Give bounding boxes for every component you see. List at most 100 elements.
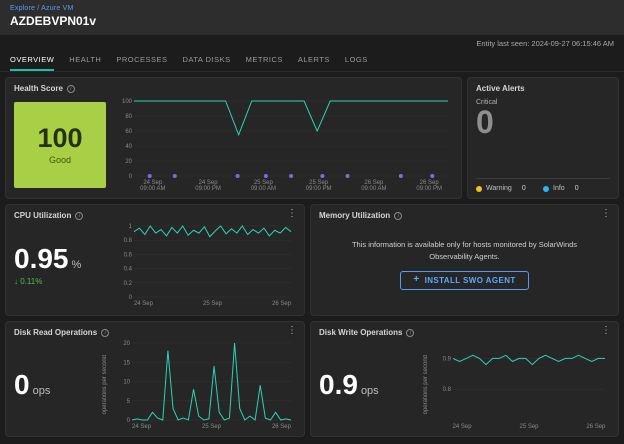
svg-text:40: 40 (125, 144, 132, 150)
svg-text:24 Sep: 24 Sep (453, 424, 473, 430)
svg-text:0.4: 0.4 (124, 267, 133, 273)
memory-utilization-card: Memory Utilization i ⋮ This information … (310, 204, 619, 316)
page-title: AZDEBVPN01v (10, 14, 97, 28)
svg-text:24 Sep: 24 Sep (199, 180, 219, 186)
cpu-utilization-chart: 0 0.2 0.4 0.6 0.8 1 24 Sep 25 Sep 26 Sep (116, 222, 296, 308)
info-icon[interactable]: i (75, 211, 84, 220)
svg-text:09:00 AM: 09:00 AM (251, 186, 276, 192)
disk-write-value: 0.9 (319, 368, 358, 400)
health-score-box: 100 Good (14, 102, 106, 188)
svg-text:26 Sep: 26 Sep (272, 424, 292, 430)
kebab-menu-icon[interactable]: ⋮ (287, 208, 297, 219)
warning-label: Warning (486, 185, 512, 192)
svg-text:100: 100 (122, 99, 133, 105)
svg-text:10: 10 (123, 380, 130, 386)
svg-text:24 Sep: 24 Sep (134, 301, 154, 307)
delta-arrow-icon: ↓ (14, 277, 18, 287)
disk-read-ylabel: operations per second (102, 355, 108, 415)
install-swo-agent-button[interactable]: + INSTALL SWO AGENT (400, 270, 529, 290)
disk-write-unit: ops (360, 384, 379, 397)
tab-metrics[interactable]: METRICS (245, 55, 283, 64)
title-bar: Explore / Azure VM AZDEBVPN01v (0, 0, 624, 35)
svg-text:20: 20 (125, 159, 132, 165)
tab-data-disks[interactable]: DATA DISKS (182, 55, 231, 64)
disk-write-operations-card: Disk Write Operations i ⋮ 0.9 ops operati… (310, 321, 619, 437)
cpu-unit: % (71, 258, 82, 271)
health-score-card: Health Score i 100 Good 0 20 40 60 80 100 24 S… (5, 77, 462, 199)
disk-read-title: Disk Read Operations (14, 328, 98, 337)
info-value: 0 (574, 185, 579, 192)
disk-write-title: Disk Write Operations (319, 328, 403, 337)
svg-text:1: 1 (129, 224, 133, 230)
health-score-status: Good (48, 155, 72, 165)
cpu-utilization-card: CPU Utilization i ⋮ 0.95% ↓ 0.11% 0 0.2 0.… (5, 204, 305, 316)
info-label: Info (553, 185, 565, 192)
cpu-delta: 0.11% (20, 277, 43, 287)
disk-write-ylabel: operations per second (423, 355, 429, 415)
info-icon[interactable]: i (394, 211, 403, 220)
kebab-menu-icon[interactable]: ⋮ (287, 325, 297, 336)
svg-text:60: 60 (125, 129, 132, 135)
svg-text:26 Sep: 26 Sep (364, 180, 384, 186)
warning-value: 0 (521, 185, 526, 192)
kebab-menu-icon[interactable]: ⋮ (601, 208, 611, 219)
memory-title: Memory Utilization (319, 211, 391, 220)
memory-agent-message: This information is available only for h… (351, 240, 578, 261)
disk-read-unit: ops (32, 384, 51, 397)
svg-text:0.2: 0.2 (124, 281, 133, 287)
tab-logs[interactable]: LOGS (344, 55, 368, 64)
tab-processes[interactable]: PROCESSES (116, 55, 168, 64)
svg-text:0.9: 0.9 (443, 356, 452, 362)
svg-text:25 Sep: 25 Sep (254, 180, 274, 186)
svg-text:25 Sep: 25 Sep (519, 424, 539, 430)
svg-text:0: 0 (129, 295, 133, 301)
svg-text:26 Sep: 26 Sep (586, 424, 606, 430)
svg-text:80: 80 (125, 114, 132, 120)
svg-text:25 Sep: 25 Sep (203, 301, 223, 307)
svg-text:09:00 PM: 09:00 PM (416, 186, 442, 192)
kebab-menu-icon[interactable]: ⋮ (601, 325, 611, 336)
disk-read-value: 0 (14, 368, 30, 400)
svg-text:15: 15 (123, 360, 130, 366)
cpu-title: CPU Utilization (14, 211, 72, 220)
tab-health[interactable]: HEALTH (69, 55, 102, 64)
svg-text:20: 20 (123, 341, 130, 347)
svg-text:0.6: 0.6 (124, 252, 133, 258)
critical-value: 0 (476, 104, 494, 140)
svg-text:24 Sep: 24 Sep (132, 424, 152, 430)
svg-text:0: 0 (129, 174, 133, 180)
info-group[interactable]: Info 0 (543, 185, 610, 192)
svg-text:25 Sep: 25 Sep (309, 180, 329, 186)
entity-last-seen: Entity last seen: 2024-09-27 06:15:46 AM (476, 39, 614, 48)
health-score-value: 100 (37, 123, 83, 153)
info-icon[interactable]: i (66, 84, 75, 93)
info-icon[interactable]: i (406, 328, 415, 337)
info-icon[interactable]: i (101, 328, 110, 337)
info-dot-icon (543, 185, 549, 192)
install-swo-agent-label: INSTALL SWO AGENT (424, 275, 516, 285)
warning-group[interactable]: Warning 0 (476, 185, 543, 192)
svg-text:0.8: 0.8 (124, 238, 133, 244)
active-alerts-card: Active Alerts Critical 0 Warning 0 Info … (467, 77, 619, 199)
svg-text:26 Sep: 26 Sep (420, 180, 440, 186)
svg-text:26 Sep: 26 Sep (272, 301, 292, 307)
breadcrumb[interactable]: Explore / Azure VM (10, 5, 74, 12)
svg-text:24 Sep: 24 Sep (143, 180, 163, 186)
svg-text:5: 5 (127, 399, 131, 405)
health-score-chart: 0 20 40 60 80 100 24 Sep 09:00 AM 24 Sep 09:00 PM… (116, 97, 453, 193)
plus-icon: + (413, 274, 420, 286)
tab-alerts[interactable]: ALERTS (297, 55, 330, 64)
health-score-title: Health Score (14, 84, 63, 93)
tab-overview[interactable]: OVERVIEW (10, 50, 55, 71)
disk-write-operations-chart: 0.8 0.9 24 Sep 25 Sep 26 Sep (435, 339, 610, 431)
cpu-value: 0.95 (14, 242, 69, 274)
svg-text:09:00 AM: 09:00 AM (140, 186, 165, 192)
svg-text:0.8: 0.8 (443, 387, 452, 393)
warning-dot-icon (476, 185, 482, 192)
active-alerts-title: Active Alerts (476, 84, 525, 93)
tab-bar: OVERVIEW HEALTH PROCESSES DATA DISKS MET… (0, 50, 624, 72)
disk-read-operations-chart: 0 5 10 15 20 24 Sep 25 Sep 26 Sep (114, 339, 296, 431)
disk-read-operations-card: Disk Read Operations i ⋮ 0 ops operations… (5, 321, 305, 437)
svg-text:09:00 AM: 09:00 AM (361, 186, 386, 192)
svg-text:0: 0 (127, 418, 131, 424)
